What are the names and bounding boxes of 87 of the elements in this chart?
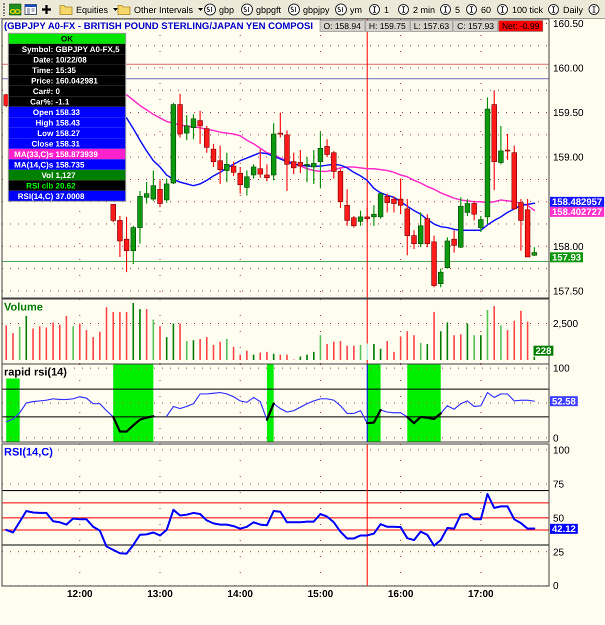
chart-title: RSI(14,C): [4, 446, 54, 458]
y-tick-label: 160.50: [553, 18, 584, 30]
candlestick: [438, 268, 444, 288]
annotation: OK: [61, 34, 74, 44]
x-tick-label: 17:00: [468, 589, 494, 600]
x-tick-label: 12:00: [67, 589, 94, 600]
text: ym: [350, 5, 362, 15]
data-label: 158.482957: [552, 197, 602, 208]
annotation: Date: 10/22/08: [33, 55, 88, 64]
candlestick: [250, 164, 256, 180]
x-tick-label: 13:00: [147, 589, 174, 600]
candlestick: [364, 207, 370, 223]
data-label: 42.12: [552, 524, 576, 536]
y-tick-label: 25: [553, 547, 565, 558]
candlestick: [238, 166, 243, 194]
annotation: MA(14,C)s 158.735: [14, 160, 85, 170]
annotation: Car#: 0: [32, 86, 61, 96]
text: Daily: [563, 5, 584, 15]
candlestick: [258, 148, 263, 178]
candlestick: [230, 161, 236, 176]
y-tick-label: 2,500: [553, 319, 578, 330]
annotation: O: 158.94: [324, 21, 362, 32]
candlestick: [318, 132, 324, 189]
annotation: C: 157.93: [457, 21, 494, 32]
data-label: 228: [536, 346, 552, 357]
text: 1: [384, 5, 390, 15]
annotation: Open 158.33: [32, 108, 81, 117]
y-tick-label: 0: [553, 433, 559, 444]
chart-title: rapid rsi(14): [4, 366, 68, 378]
y-tick-label: 100: [553, 445, 570, 456]
annotation: High 158.43: [36, 118, 81, 128]
candlestick: [498, 125, 504, 165]
annotation: Car%: -1.1: [30, 97, 70, 106]
text: 5: [455, 5, 460, 15]
line-series: [5, 493, 536, 555]
annotation: Net: -0.99: [502, 21, 540, 32]
candlestick: [418, 212, 424, 248]
y-tick-label: 75: [553, 479, 565, 490]
annotation: L: 157.63: [414, 21, 450, 32]
chart-title: (GBPJPY A0-FX - BRITISH POUND STERLING/JAPAN YEN COMPOSI: [4, 21, 313, 32]
text: gbp: [219, 5, 234, 15]
x-tick-label: 16:00: [388, 589, 414, 600]
text: Equities: [76, 5, 109, 15]
candlestick: [197, 110, 203, 144]
annotation: H: 159.75: [368, 21, 406, 32]
y-tick-label: 158.00: [553, 242, 584, 253]
text: 157.93: [552, 252, 582, 264]
y-tick-label: 160.00: [553, 64, 584, 75]
annotation: MA(33,C)s 158.873939: [14, 150, 98, 159]
data-label: 158.402727: [552, 207, 602, 218]
candlestick: [478, 215, 484, 233]
annotation: Symbol: GBPJPY A0-FX,5: [22, 44, 120, 54]
text: gbpjpy: [303, 5, 330, 15]
candlestick: [451, 230, 457, 254]
x-tick-label: 15:00: [308, 589, 334, 600]
chart-title: Volume: [4, 301, 43, 314]
candlestick: [164, 178, 170, 204]
annotation: Low 158.27: [37, 128, 81, 138]
candlestick: [204, 125, 210, 154]
candlestick: [244, 170, 250, 196]
text: gbpgft: [256, 5, 282, 15]
annotation: RSI(14,C) 37.0008: [18, 192, 85, 201]
candlestick: [157, 180, 163, 208]
candlestick: [358, 210, 364, 226]
candlestick: [278, 112, 284, 138]
text: 2 min: [413, 5, 436, 15]
candlestick: [264, 164, 270, 182]
annotation: Price: 160.042981: [31, 76, 98, 86]
text: 60: [481, 5, 492, 15]
data-label: 52.58: [552, 396, 576, 408]
y-tick-label: 0: [553, 581, 559, 592]
y-tick-label: 100: [553, 364, 570, 375]
annotation: Vol 1,127: [41, 170, 76, 180]
y-tick-label: 159.50: [553, 108, 584, 120]
y-tick-label: 157.50: [553, 286, 584, 298]
line-series: [126, 117, 536, 232]
y-tick-label: 50: [553, 513, 565, 524]
text: Other Intervals: [134, 5, 194, 15]
annotation: Close 158.31: [32, 139, 81, 148]
annotation: RSI clb 20.62: [26, 181, 76, 190]
x-tick-label: 14:00: [227, 589, 254, 600]
y-tick-label: 159.00: [553, 152, 584, 164]
candlestick: [224, 152, 230, 183]
annotation: Time: 15:35: [32, 66, 77, 75]
candlestick: [471, 200, 477, 222]
candlestick: [504, 133, 510, 160]
text: 100 tick: [512, 5, 544, 15]
